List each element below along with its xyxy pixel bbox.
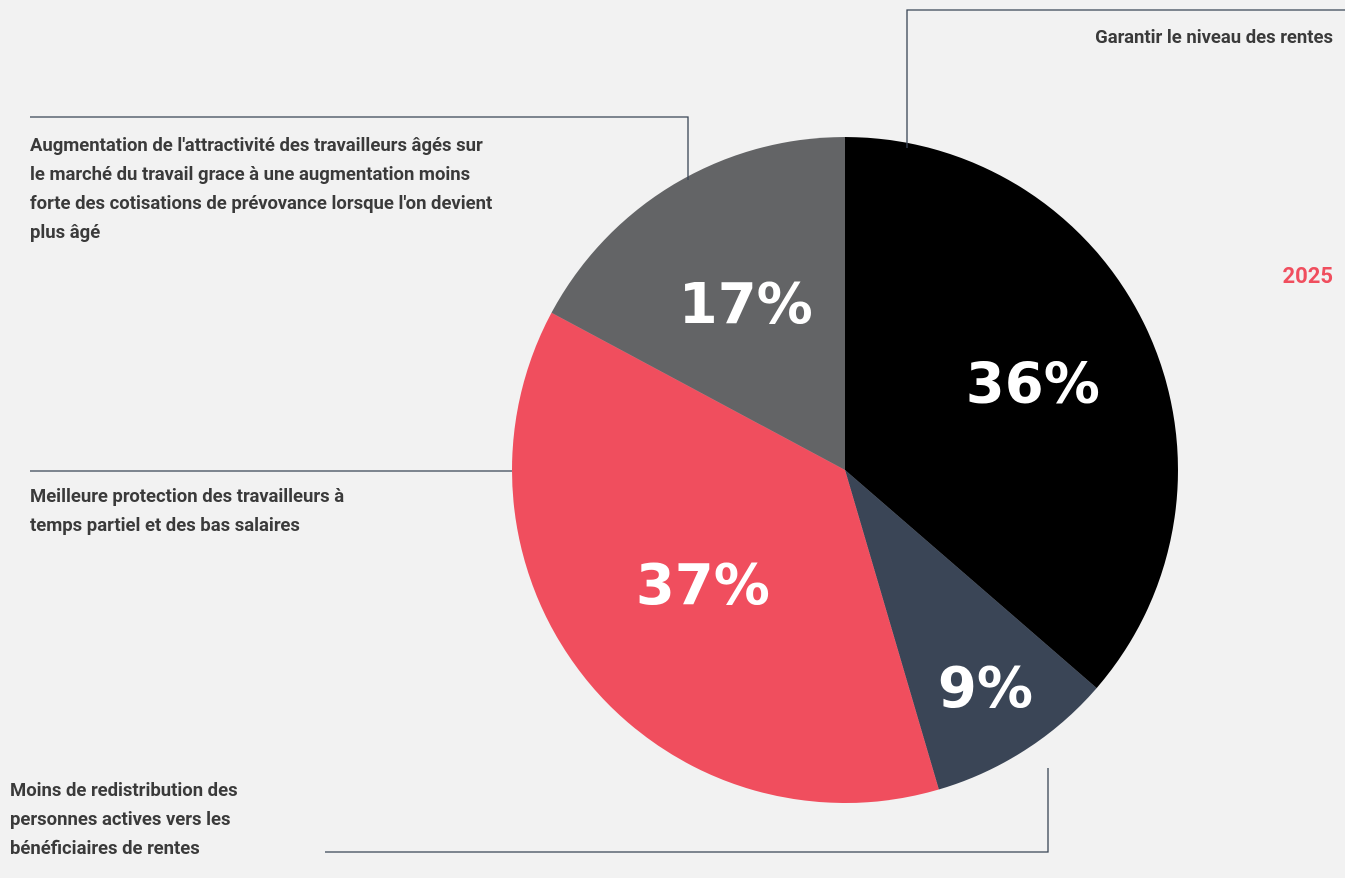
leader-line <box>30 116 689 180</box>
value-label: 17% <box>679 272 813 337</box>
category-label: Augmentation de l'attractivité des trava… <box>30 134 493 243</box>
pie-slice <box>551 137 845 470</box>
category-label: Meilleure protection des travailleurs à … <box>30 485 345 536</box>
value-label: 36% <box>966 352 1100 417</box>
leader-line <box>906 9 1345 148</box>
value-label: 9% <box>938 656 1033 721</box>
pie-slice <box>845 470 1097 790</box>
pie-slice <box>845 137 1178 689</box>
value-label: 37% <box>636 553 770 618</box>
subtitle: 2025 <box>1282 264 1334 289</box>
category-label: Garantir le niveau des rentes <box>1095 26 1333 48</box>
leader-line <box>325 768 1049 853</box>
category-label: Moins de redistribution des personnes ac… <box>10 779 238 859</box>
pie-slice <box>511 312 939 803</box>
